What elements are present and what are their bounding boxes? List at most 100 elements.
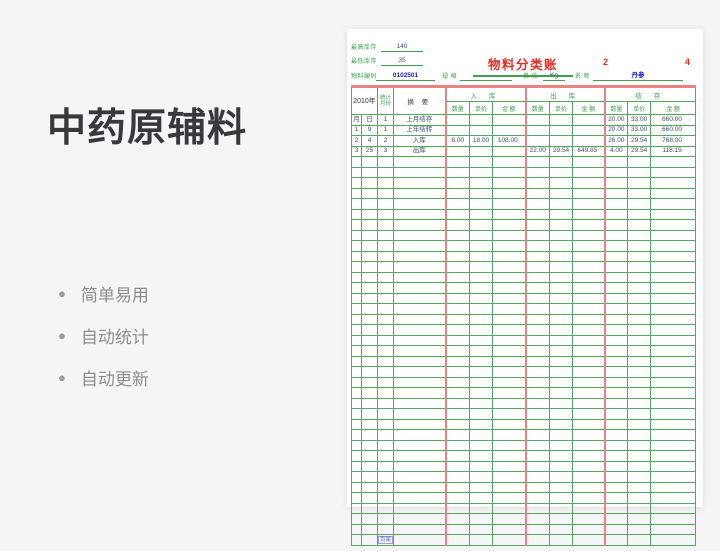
table-cell [469, 408, 494, 420]
table-cell [603, 177, 629, 189]
table-cell [603, 303, 629, 315]
table-cell [549, 114, 574, 126]
table-cell [492, 355, 527, 367]
table-cell [444, 523, 471, 535]
table-cell [469, 177, 494, 189]
table-cell [627, 271, 652, 283]
sub-header-price: 单价 [469, 101, 494, 115]
table-cell [469, 471, 494, 483]
table-cell [492, 366, 527, 378]
table-cell [351, 450, 362, 462]
table-cell [627, 229, 652, 241]
table-cell [377, 376, 395, 388]
table-cell: 118.15 [650, 145, 697, 157]
table-cell [603, 397, 629, 409]
min-stock-value: 35 [381, 56, 423, 66]
material-code-label: 物料编码 [351, 74, 378, 80]
table-row-empty [351, 229, 697, 241]
table-cell [627, 303, 652, 315]
table-cell [650, 292, 697, 304]
table-cell [627, 313, 652, 325]
table-cell [469, 250, 494, 262]
table-cell: 上月结存 [393, 114, 447, 126]
table-cell [469, 229, 494, 241]
table-cell [444, 303, 471, 315]
table-cell [603, 324, 629, 336]
table-cell [524, 166, 551, 178]
table-cell [549, 282, 574, 294]
max-stock-value: 140 [381, 42, 423, 52]
table-cell [393, 429, 447, 441]
table-cell [393, 313, 447, 325]
table-cell [393, 502, 447, 514]
table-cell [377, 219, 395, 231]
table-cell: 18.00 [469, 135, 494, 147]
table-cell [492, 292, 527, 304]
table-cell [469, 387, 494, 399]
group-header-in: 入 库 [444, 86, 527, 102]
table-cell [524, 240, 551, 252]
table-cell [360, 250, 379, 262]
table-cell [444, 439, 471, 451]
table-cell [627, 439, 652, 451]
table-cell [524, 366, 551, 378]
table-cell [444, 387, 471, 399]
table-cell [627, 324, 652, 336]
table-cell [377, 345, 395, 357]
table-cell [627, 334, 652, 346]
table-cell [549, 303, 574, 315]
table-cell [549, 397, 574, 409]
table-cell [572, 355, 606, 367]
table-cell [444, 208, 471, 220]
table-cell [377, 397, 395, 409]
table-cell [377, 324, 395, 336]
table-cell [650, 471, 697, 483]
table-cell [524, 523, 551, 535]
table-cell [524, 271, 551, 283]
table-row-empty [351, 418, 697, 430]
table-cell [650, 450, 697, 462]
table-cell: 4.00 [603, 145, 629, 157]
table-cell [492, 429, 527, 441]
table-row-empty [351, 208, 697, 220]
table-cell [469, 460, 494, 472]
table-cell [469, 313, 494, 325]
table-cell [377, 240, 395, 252]
table-cell [524, 250, 551, 262]
table-cell [469, 366, 494, 378]
min-stock-label: 最低库存 [351, 59, 378, 65]
table-cell [549, 418, 574, 430]
table-cell [549, 439, 574, 451]
table-cell: 33.00 [627, 124, 652, 136]
table-cell [650, 492, 697, 504]
table-cell: 29.54 [627, 135, 652, 147]
table-cell [492, 219, 527, 231]
table-cell: 649.85 [572, 145, 606, 157]
max-stock-label: 最高库存 [351, 45, 378, 51]
table-cell [627, 250, 652, 262]
table-cell: 9 [360, 124, 379, 136]
table-cell [444, 481, 471, 493]
table-cell [377, 166, 395, 178]
table-cell [469, 450, 494, 462]
table-cell [603, 240, 629, 252]
table-cell [650, 481, 697, 493]
table-cell [603, 355, 629, 367]
table-cell [444, 156, 471, 168]
table-cell [524, 219, 551, 231]
table-cell [360, 418, 379, 430]
table-cell [492, 481, 527, 493]
table-cell [572, 219, 606, 231]
table-cell [650, 282, 697, 294]
table-cell [492, 450, 527, 462]
table-cell [627, 471, 652, 483]
table-cell [444, 397, 471, 409]
table-cell [444, 187, 471, 199]
table-cell [549, 355, 574, 367]
table-row-empty [351, 450, 697, 462]
table-row-empty [351, 282, 697, 294]
table-cell [360, 219, 379, 231]
table-cell [360, 292, 379, 304]
table-cell [524, 439, 551, 451]
page-number-left: 2 [603, 57, 609, 67]
